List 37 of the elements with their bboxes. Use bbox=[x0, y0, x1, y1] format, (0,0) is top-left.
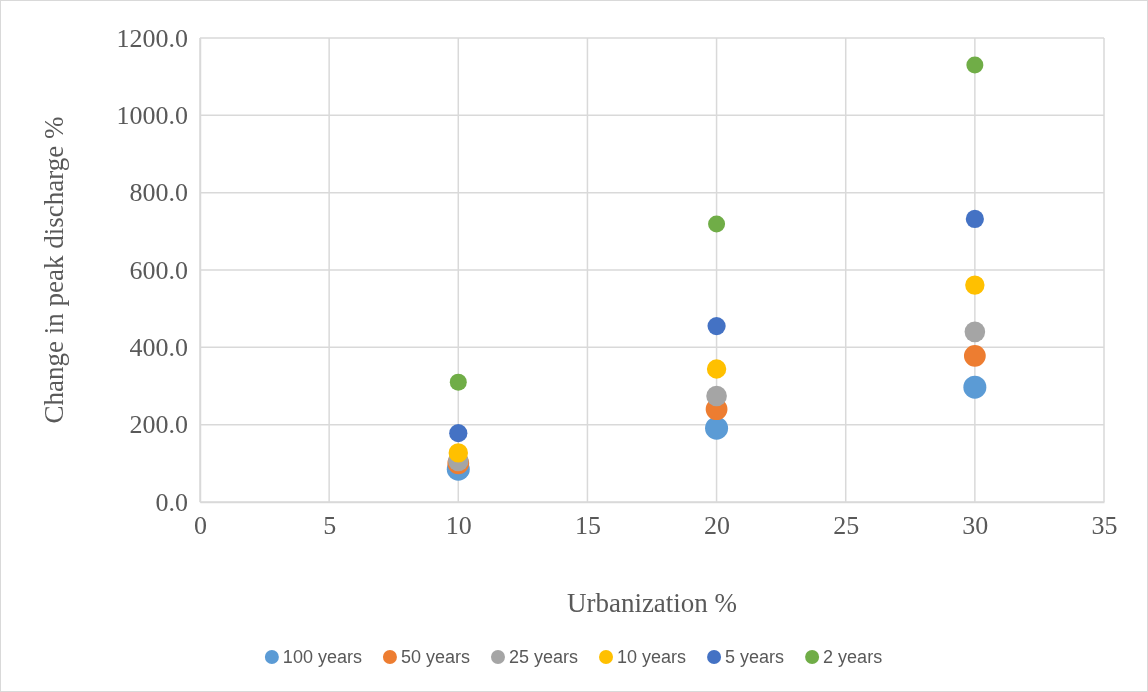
y-tick-label: 600.0 bbox=[129, 255, 188, 285]
point bbox=[448, 443, 468, 463]
legend-label: 50 years bbox=[400, 647, 470, 667]
y-tick-label: 0.0 bbox=[155, 487, 188, 517]
x-tick-label: 15 bbox=[574, 511, 601, 541]
x-tick-label: 35 bbox=[1091, 511, 1118, 541]
point bbox=[963, 375, 987, 399]
y-tick-label: 1200.0 bbox=[116, 23, 188, 53]
point bbox=[708, 215, 726, 233]
legend-label: 10 years bbox=[617, 647, 687, 667]
y-tick-label: 200.0 bbox=[129, 410, 188, 440]
point bbox=[965, 209, 984, 229]
y-tick-label: 1000.0 bbox=[116, 101, 188, 131]
point bbox=[965, 275, 985, 295]
point bbox=[449, 373, 467, 391]
point bbox=[966, 56, 984, 74]
y-axis-title: Change in peak discharge % bbox=[39, 116, 69, 424]
x-tick-label: 0 bbox=[194, 511, 207, 541]
x-tick-label: 30 bbox=[962, 511, 989, 541]
legend-label: 5 years bbox=[725, 647, 785, 667]
x-axis-title: Urbanization % bbox=[566, 588, 738, 618]
point bbox=[963, 344, 986, 367]
point bbox=[964, 321, 986, 343]
point bbox=[705, 416, 729, 440]
x-tick-label: 20 bbox=[704, 511, 731, 541]
point bbox=[449, 424, 468, 443]
x-tick-label: 5 bbox=[323, 511, 337, 541]
y-tick-label: 800.0 bbox=[129, 178, 188, 208]
point bbox=[706, 359, 727, 379]
legend-label: 100 years bbox=[282, 647, 362, 667]
y-tick-label: 400.0 bbox=[129, 333, 188, 363]
x-tick-label: 10 bbox=[445, 511, 472, 541]
legend-label: 25 years bbox=[508, 647, 579, 667]
point bbox=[707, 316, 726, 336]
legend-label: 2 years bbox=[823, 647, 883, 667]
point bbox=[706, 385, 727, 407]
x-tick-label: 25 bbox=[833, 511, 860, 541]
